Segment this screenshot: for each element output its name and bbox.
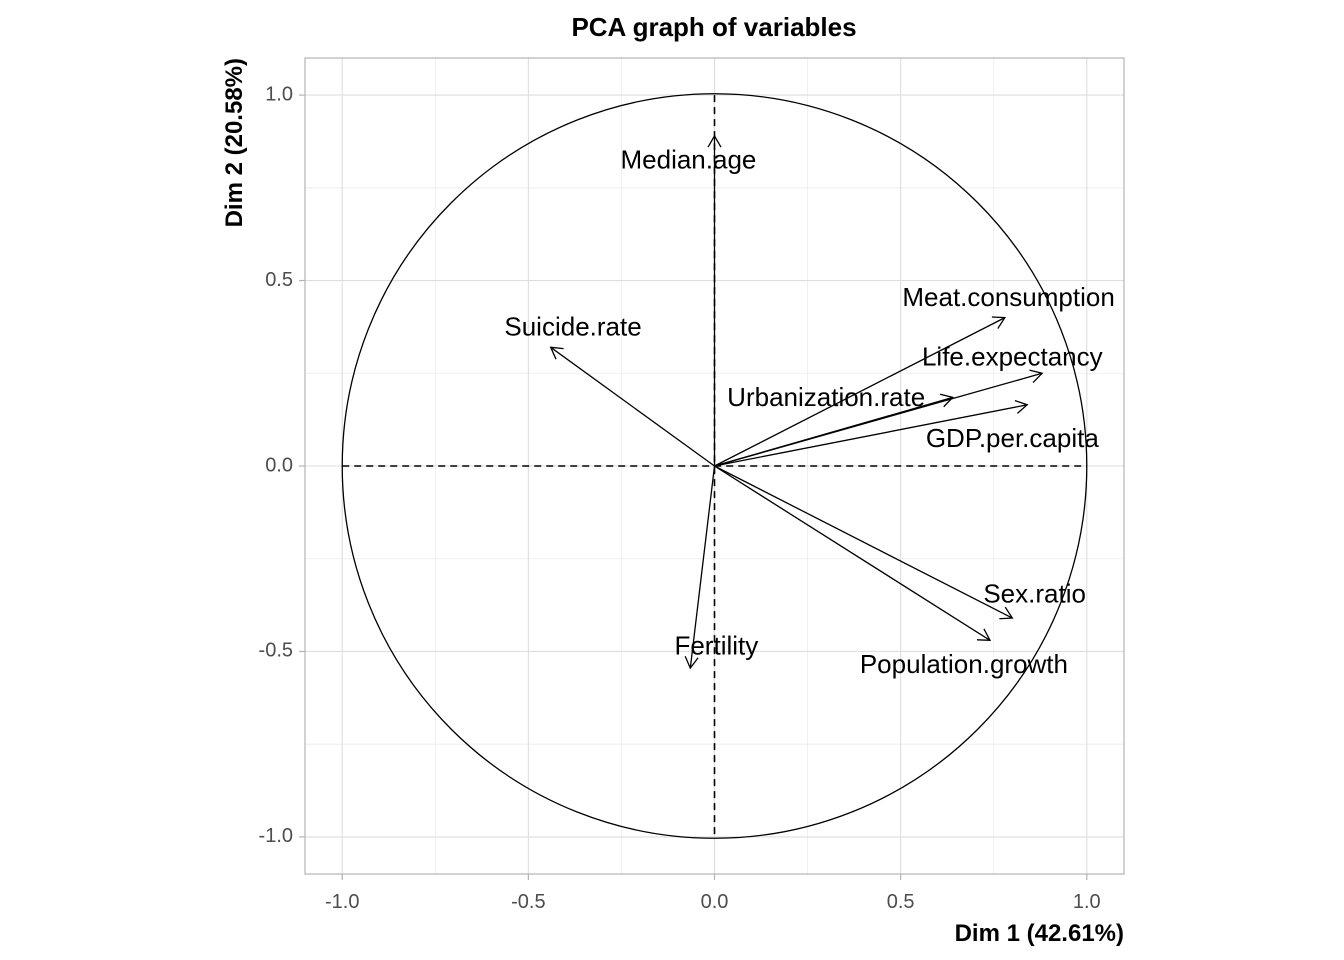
arrow-population-growth <box>714 465 992 642</box>
label-life-expectancy: Life.expectancy <box>922 341 1103 371</box>
y-axis-title: Dim 2 (20.58%) <box>221 58 248 227</box>
label-gdp-per-capita: GDP.per.capita <box>926 423 1100 453</box>
label-sex-ratio: Sex.ratio <box>983 579 1086 609</box>
label-meat-consumption: Meat.consumption <box>902 282 1114 312</box>
arrow-meat-consumption <box>714 316 1007 467</box>
label-suicide-rate: Suicide.rate <box>504 312 641 342</box>
arrow-gdp-per-capita <box>714 399 1029 467</box>
y-tick-label: -1.0 <box>259 825 293 847</box>
y-tick-label: 1.0 <box>265 83 293 105</box>
x-tick-label: 1.0 <box>1073 891 1101 913</box>
variable-labels: Median.age Suicide.rate Meat.consumption Li… <box>504 145 1114 679</box>
arrow-suicide-rate <box>549 346 715 467</box>
variable-arrows <box>549 134 1044 670</box>
x-tick-label: 0.0 <box>701 891 729 913</box>
arrow-fertility <box>684 465 716 670</box>
arrow-median-age <box>707 134 722 466</box>
chart-title: PCA graph of variables <box>571 12 856 42</box>
x-tick-label: -0.5 <box>511 891 545 913</box>
label-fertility: Fertility <box>674 631 758 661</box>
y-tick-label: 0.0 <box>265 454 293 476</box>
axis-ticks: -1.0 -0.5 0.0 0.5 1.0 -1.0 -0.5 0.0 0.5 1.0 <box>259 83 1101 913</box>
arrow-sex-ratio <box>714 465 1014 620</box>
correlation-circle <box>341 93 1088 839</box>
arrow-urbanization-rate <box>714 393 955 467</box>
label-median-age: Median.age <box>620 145 756 175</box>
label-population-growth: Population.growth <box>860 649 1068 679</box>
x-axis-title: Dim 1 (42.61%) <box>955 920 1124 947</box>
y-tick-label: -0.5 <box>259 640 293 662</box>
x-tick-label: -1.0 <box>325 891 359 913</box>
y-tick-label: 0.5 <box>265 269 293 291</box>
x-tick-label: 0.5 <box>887 891 915 913</box>
label-urbanization-rate: Urbanization.rate <box>727 382 925 412</box>
